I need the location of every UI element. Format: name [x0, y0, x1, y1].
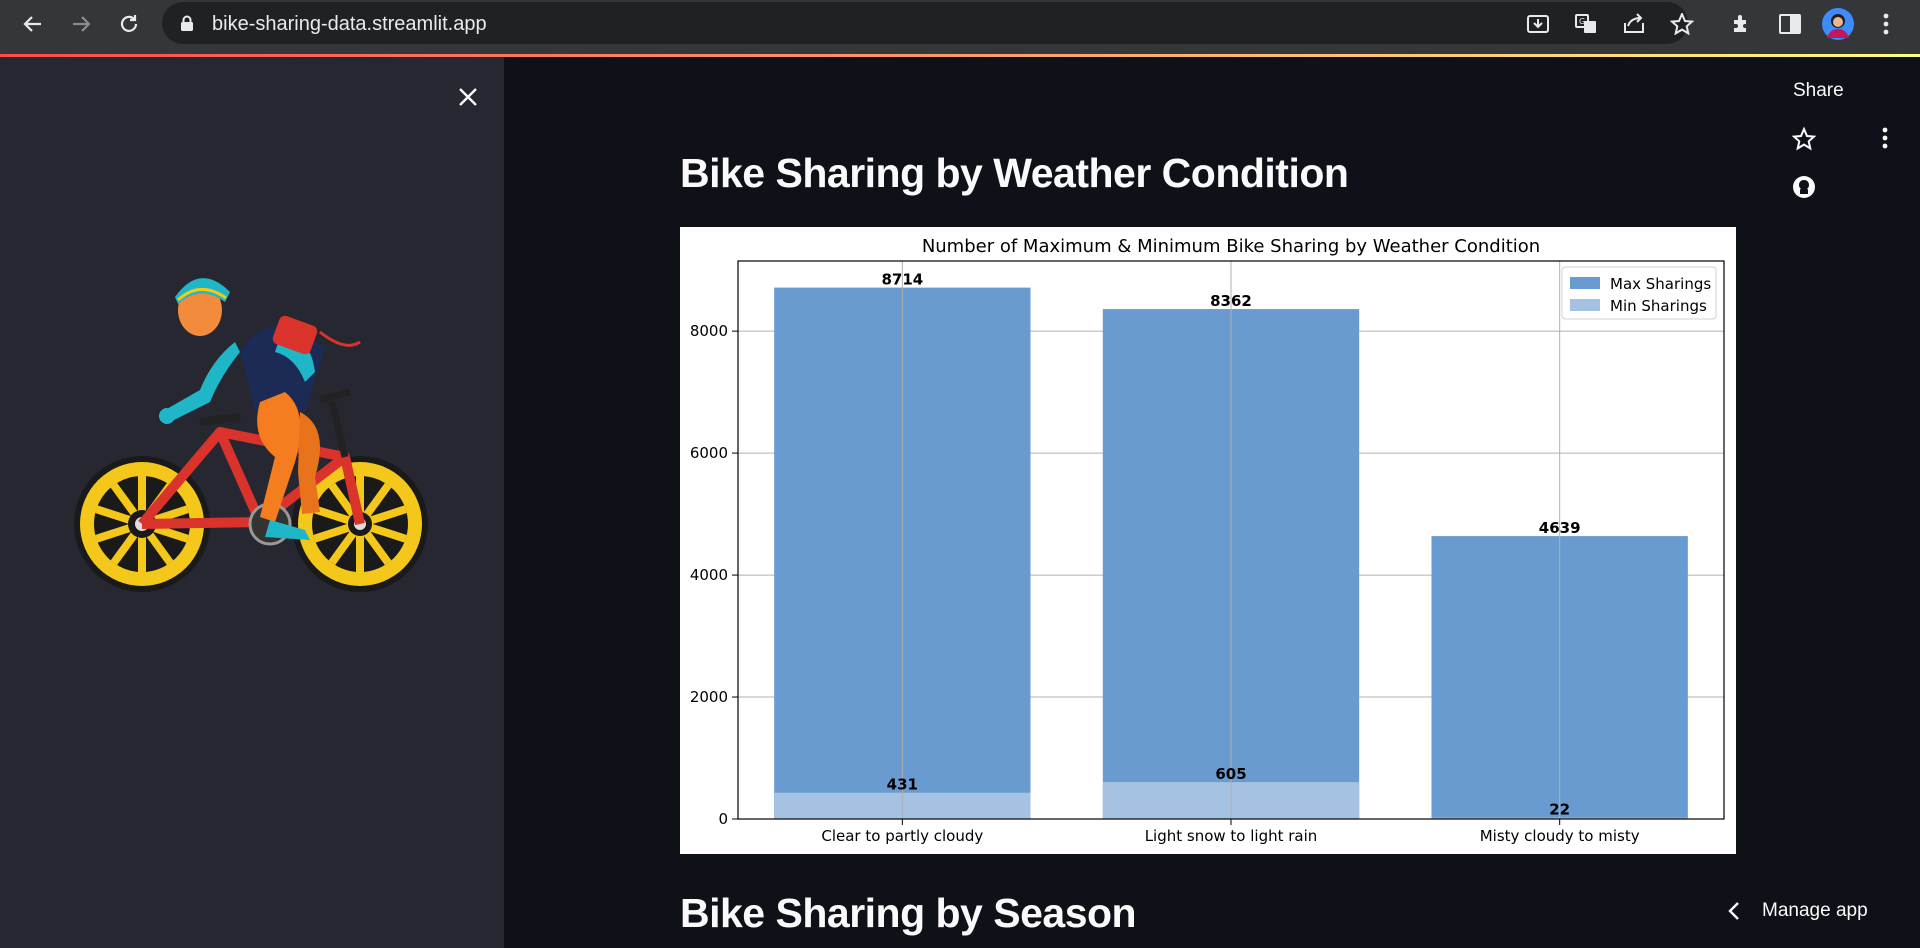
manage-app-label: Manage app — [1762, 900, 1868, 921]
legend-swatch — [1570, 299, 1600, 311]
data-label-max: 4639 — [1539, 519, 1581, 537]
y-tick-label: 4000 — [690, 566, 728, 584]
y-tick-label: 2000 — [690, 688, 728, 706]
data-label-min: 431 — [887, 776, 918, 794]
x-tick-label: Misty cloudy to misty — [1480, 827, 1640, 845]
cyclist-illustration — [74, 278, 428, 592]
translate-icon[interactable]: G — [1573, 12, 1599, 36]
close-sidebar-icon[interactable] — [452, 81, 484, 113]
reload-icon[interactable] — [113, 8, 145, 40]
share-icon[interactable] — [1621, 12, 1647, 36]
lock-icon — [181, 15, 193, 31]
legend-swatch — [1570, 277, 1600, 289]
forward-icon[interactable] — [65, 8, 97, 40]
bookmark-star-icon[interactable] — [1669, 12, 1695, 36]
data-label-max: 8362 — [1210, 292, 1252, 310]
legend-label: Min Sharings — [1610, 297, 1707, 315]
y-tick-label: 8000 — [690, 322, 728, 340]
legend-label: Max Sharings — [1610, 275, 1711, 293]
data-label-min: 605 — [1215, 765, 1246, 783]
sidebar — [0, 57, 504, 948]
section-title-season: Bike Sharing by Season — [680, 890, 1137, 936]
profile-avatar[interactable] — [1822, 8, 1854, 40]
x-tick-label: Clear to partly cloudy — [821, 827, 983, 845]
app-menu-icon[interactable] — [1882, 127, 1888, 154]
svg-text:G: G — [1579, 17, 1585, 26]
share-button[interactable]: Share — [1793, 80, 1844, 101]
extensions-icon[interactable] — [1726, 8, 1758, 40]
github-icon[interactable] — [1792, 175, 1816, 204]
y-tick-label: 6000 — [690, 444, 728, 462]
x-tick-label: Light snow to light rain — [1145, 827, 1318, 845]
chrome-menu-icon[interactable] — [1870, 8, 1902, 40]
star-icon[interactable] — [1791, 126, 1817, 156]
install-icon[interactable] — [1525, 12, 1551, 36]
chart-title: Number of Maximum & Minimum Bike Sharing… — [922, 236, 1540, 257]
url-text: bike-sharing-data.streamlit.app — [212, 13, 487, 35]
section-title-weather: Bike Sharing by Weather Condition — [680, 150, 1349, 196]
address-bar[interactable]: bike-sharing-data.streamlit.app G — [162, 2, 1694, 44]
back-icon[interactable] — [17, 8, 49, 40]
browser-toolbar: bike-sharing-data.streamlit.app G — [0, 0, 1920, 54]
app-header-decoration — [0, 54, 1920, 57]
data-label-max: 8714 — [881, 271, 923, 289]
side-panel-icon[interactable] — [1774, 8, 1806, 40]
y-tick-label: 0 — [718, 810, 728, 828]
weather-bar-chart: Number of Maximum & Minimum Bike Sharing… — [680, 227, 1736, 854]
chevron-left-icon — [1728, 902, 1739, 920]
data-label-min: 22 — [1549, 801, 1570, 819]
legend-box — [1561, 266, 1717, 320]
manage-app-button[interactable]: Manage app — [1728, 900, 1868, 922]
